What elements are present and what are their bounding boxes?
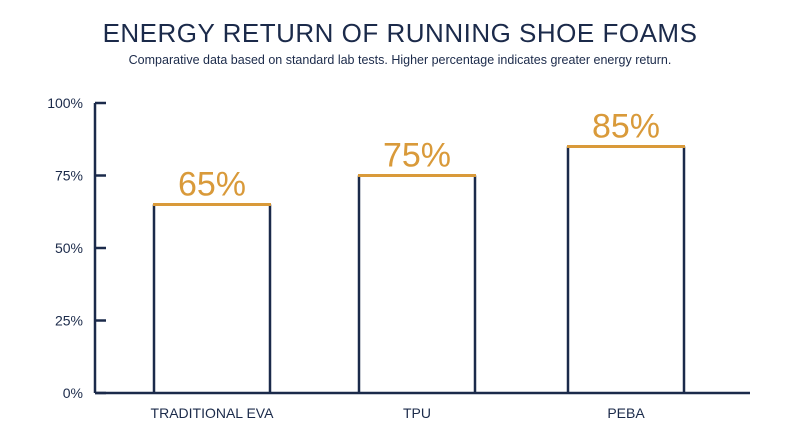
x-tick-label: TRADITIONAL EVA [151, 405, 275, 421]
y-tick-label: 100% [47, 95, 83, 111]
chart-title: ENERGY RETURN OF RUNNING SHOE FOAMS [102, 18, 698, 48]
x-tick-label: PEBA [607, 405, 645, 421]
bar-outline [152, 204, 272, 393]
data-label: 65% [178, 166, 246, 204]
bar-outline [566, 146, 686, 393]
data-label: 75% [383, 137, 451, 175]
y-tick-label: 50% [55, 240, 83, 256]
bar-outline [357, 175, 477, 393]
y-tick-label: 75% [55, 168, 83, 184]
data-label: 85% [592, 108, 660, 146]
y-tick-label: 25% [55, 313, 83, 329]
y-tick-label: 0% [63, 385, 83, 401]
chart-subtitle: Comparative data based on standard lab t… [128, 53, 672, 67]
x-tick-label: TPU [403, 405, 431, 421]
